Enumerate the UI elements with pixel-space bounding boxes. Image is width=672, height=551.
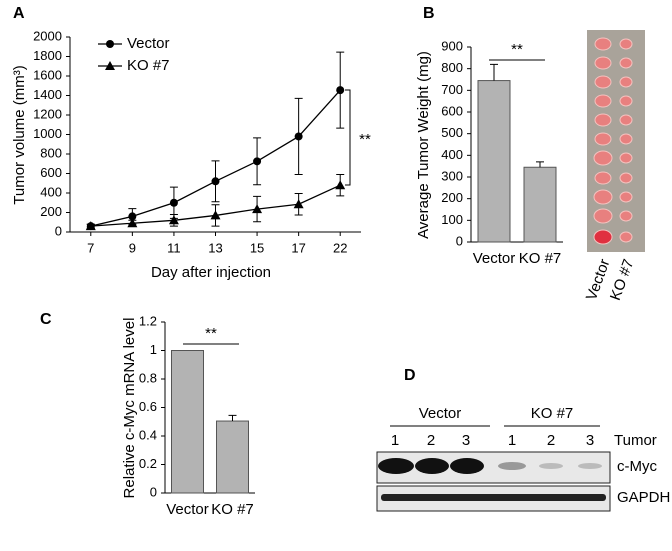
point bbox=[294, 132, 303, 141]
group-label: KO #7 bbox=[531, 405, 574, 422]
y-tick-label: 0.2 bbox=[139, 456, 157, 471]
y-tick-label: 1000 bbox=[33, 126, 62, 141]
y-tick-label: 1.2 bbox=[139, 313, 157, 328]
point bbox=[211, 177, 220, 186]
row-label: c-Myc bbox=[617, 458, 657, 475]
x-tick-label: 13 bbox=[208, 240, 222, 255]
point bbox=[169, 198, 178, 207]
lane-label: 1 bbox=[508, 432, 516, 449]
y-tick-label: 1600 bbox=[33, 67, 62, 82]
y-tick-label: 0.4 bbox=[139, 427, 157, 442]
x-tick-label: 11 bbox=[167, 240, 181, 255]
point bbox=[210, 210, 221, 220]
y-tick-label: 600 bbox=[441, 103, 463, 118]
y-tick-label: 0.6 bbox=[139, 399, 157, 414]
point bbox=[168, 215, 179, 225]
y-tick-label: 200 bbox=[40, 204, 62, 219]
legend-marker bbox=[106, 40, 114, 48]
tumor-photo bbox=[587, 30, 645, 252]
point bbox=[252, 204, 263, 214]
group-label: Vector bbox=[419, 405, 462, 422]
y-tick-label: 400 bbox=[441, 147, 463, 162]
y-tick-label: 0.8 bbox=[139, 370, 157, 385]
point bbox=[85, 221, 96, 231]
y-tick-label: 1200 bbox=[33, 106, 62, 121]
panel-label: B bbox=[423, 5, 435, 22]
significance: ** bbox=[511, 41, 523, 58]
lane-label: 3 bbox=[462, 432, 470, 449]
y-tick-label: 300 bbox=[441, 168, 463, 183]
error-bar bbox=[228, 414, 237, 422]
point bbox=[293, 199, 304, 209]
point bbox=[335, 180, 346, 190]
legend-label: Vector bbox=[127, 35, 170, 52]
point bbox=[336, 86, 345, 95]
y-tick-label: 0 bbox=[55, 223, 62, 238]
x-tick-label: 7 bbox=[87, 240, 94, 255]
error-bar bbox=[536, 161, 544, 168]
x-axis-label: Day after injection bbox=[151, 264, 271, 281]
y-tick-label: 100 bbox=[441, 212, 463, 227]
y-tick-label: 700 bbox=[441, 82, 463, 97]
x-tick-label: 15 bbox=[250, 240, 264, 255]
error-bar bbox=[490, 63, 498, 81]
bar bbox=[216, 420, 249, 494]
lane-label: 3 bbox=[586, 432, 594, 449]
lane-label: 1 bbox=[391, 432, 399, 449]
y-tick-label: 800 bbox=[441, 60, 463, 75]
y-tick-label: 600 bbox=[40, 165, 62, 180]
blot-image bbox=[376, 451, 611, 512]
x-tick-label: 9 bbox=[129, 240, 136, 255]
y-tick-label: 2000 bbox=[33, 28, 62, 43]
lane-label: 2 bbox=[427, 432, 435, 449]
point bbox=[253, 157, 262, 166]
legend-marker bbox=[105, 61, 115, 70]
y-tick-label: 1400 bbox=[33, 87, 62, 102]
lane-label: 2 bbox=[547, 432, 555, 449]
bar bbox=[523, 166, 557, 243]
y-tick-label: 1 bbox=[150, 342, 157, 357]
x-tick-label: 17 bbox=[291, 240, 305, 255]
panel-label: D bbox=[404, 367, 416, 384]
y-tick-label: 1800 bbox=[33, 48, 62, 63]
x-tick-label: KO #7 bbox=[211, 501, 254, 518]
bar bbox=[171, 350, 204, 494]
y-tick-label: 200 bbox=[441, 190, 463, 205]
x-tick-label: KO #7 bbox=[519, 250, 562, 267]
significance: ** bbox=[205, 325, 217, 342]
y-axis-label: Relative c-Myc mRNA level bbox=[121, 318, 138, 499]
significance: ** bbox=[359, 131, 371, 148]
lane-header: Tumor bbox=[614, 432, 657, 449]
y-tick-label: 400 bbox=[40, 184, 62, 199]
x-tick-label: 22 bbox=[333, 240, 347, 255]
legend-label: KO #7 bbox=[127, 57, 170, 74]
y-tick-label: 800 bbox=[40, 145, 62, 160]
x-tick-label: Vector bbox=[473, 250, 516, 267]
y-axis-label: Tumor volume (mm³) bbox=[11, 65, 28, 204]
y-axis-label: Average Tumor Weight (mg) bbox=[415, 51, 432, 239]
row-label: GAPDH bbox=[617, 489, 670, 506]
y-tick-label: 0 bbox=[150, 484, 157, 499]
y-tick-label: 500 bbox=[441, 125, 463, 140]
x-tick-label: Vector bbox=[166, 501, 209, 518]
point bbox=[127, 218, 138, 228]
bracket bbox=[345, 89, 351, 186]
bar bbox=[477, 80, 511, 243]
y-tick-label: 0 bbox=[456, 233, 463, 248]
panel-label: A bbox=[13, 5, 25, 22]
point bbox=[128, 212, 137, 221]
panel-label: C bbox=[40, 311, 52, 328]
y-tick-label: 900 bbox=[441, 38, 463, 53]
